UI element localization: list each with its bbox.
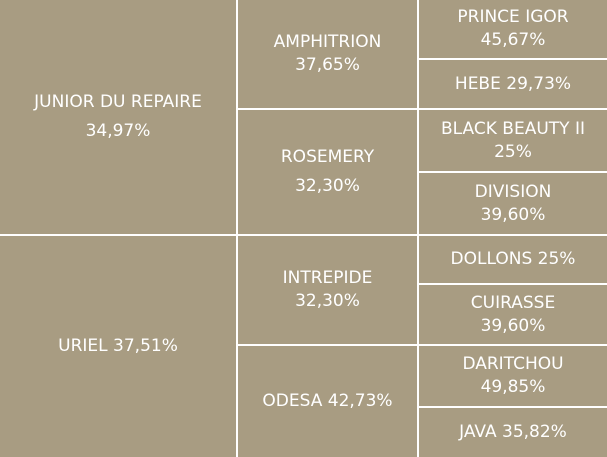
ggp-1: PRINCE IGOR 45,67% bbox=[419, 0, 607, 58]
dam-sire-name: INTREPIDE bbox=[282, 268, 373, 288]
sire-sire-percent: 37,65% bbox=[295, 55, 360, 75]
sire: JUNIOR DU REPAIRE 34,97% bbox=[0, 0, 236, 234]
sire-sire-name: AMPHITRION bbox=[273, 32, 382, 52]
ggp-8-percent: 35,82% bbox=[502, 422, 567, 442]
horizontal-divider-main bbox=[0, 234, 607, 236]
sire-dam-percent: 32,30% bbox=[295, 176, 360, 196]
ggp-6-name: CUIRASSE bbox=[470, 292, 556, 313]
ggp-4-percent: 39,60% bbox=[480, 204, 546, 225]
ggp-4: DIVISION 39,60% bbox=[419, 173, 607, 234]
ggp-5-percent: 25% bbox=[537, 249, 576, 269]
ggp-7-name: DARITCHOU bbox=[462, 354, 564, 374]
dam-dam-percent: 42,73% bbox=[327, 391, 393, 411]
ggp-8: JAVA 35,82% bbox=[419, 408, 607, 457]
sire-percent: 34,97% bbox=[85, 121, 151, 141]
ggp-1-name: PRINCE IGOR bbox=[457, 7, 569, 27]
ggp-2-name: HEBE bbox=[454, 73, 501, 94]
vertical-divider-1 bbox=[236, 0, 238, 457]
dam-name: URIEL bbox=[58, 336, 108, 356]
ggp-1-percent: 45,67% bbox=[480, 30, 546, 50]
ggp-3-percent: 25% bbox=[494, 141, 532, 162]
ggp-6-percent: 39,60% bbox=[480, 315, 546, 336]
dam-dam: ODESA 42,73% bbox=[238, 346, 417, 457]
vertical-divider-2 bbox=[417, 0, 419, 457]
ggp-4-name: DIVISION bbox=[474, 181, 552, 202]
ggp-5-name: DOLLONS bbox=[450, 249, 533, 269]
ggp-8-name: JAVA bbox=[459, 422, 497, 442]
horizontal-divider-gen3-3 bbox=[419, 283, 607, 285]
dam: URIEL 37,51% bbox=[0, 236, 236, 457]
ggp-3-name: BLACK BEAUTY II bbox=[441, 118, 585, 139]
horizontal-divider-gen2-bottom bbox=[238, 344, 607, 346]
horizontal-divider-gen2-top bbox=[238, 108, 607, 110]
sire-name: JUNIOR DU REPAIRE bbox=[34, 92, 202, 112]
ggp-7-percent: 49,85% bbox=[480, 377, 546, 397]
dam-sire-percent: 32,30% bbox=[295, 291, 360, 311]
ggp-5: DOLLONS 25% bbox=[419, 236, 607, 283]
ggp-3: BLACK BEAUTY II 25% bbox=[419, 110, 607, 171]
dam-sire: INTREPIDE 32,30% bbox=[238, 236, 417, 344]
sire-dam: ROSEMERY 32,30% bbox=[238, 110, 417, 234]
sire-dam-name: ROSEMERY bbox=[280, 147, 375, 167]
ggp-2-percent: 29,73% bbox=[506, 73, 572, 94]
horizontal-divider-gen3-4 bbox=[419, 406, 607, 408]
horizontal-divider-gen3-2 bbox=[419, 171, 607, 173]
dam-percent: 37,51% bbox=[113, 336, 178, 356]
ggp-2: HEBE 29,73% bbox=[419, 60, 607, 108]
ggp-6: CUIRASSE 39,60% bbox=[419, 285, 607, 344]
sire-sire: AMPHITRION 37,65% bbox=[238, 0, 417, 108]
dam-dam-name: ODESA bbox=[262, 391, 323, 411]
horizontal-divider-gen3-1 bbox=[419, 58, 607, 60]
ggp-7: DARITCHOU 49,85% bbox=[419, 346, 607, 406]
